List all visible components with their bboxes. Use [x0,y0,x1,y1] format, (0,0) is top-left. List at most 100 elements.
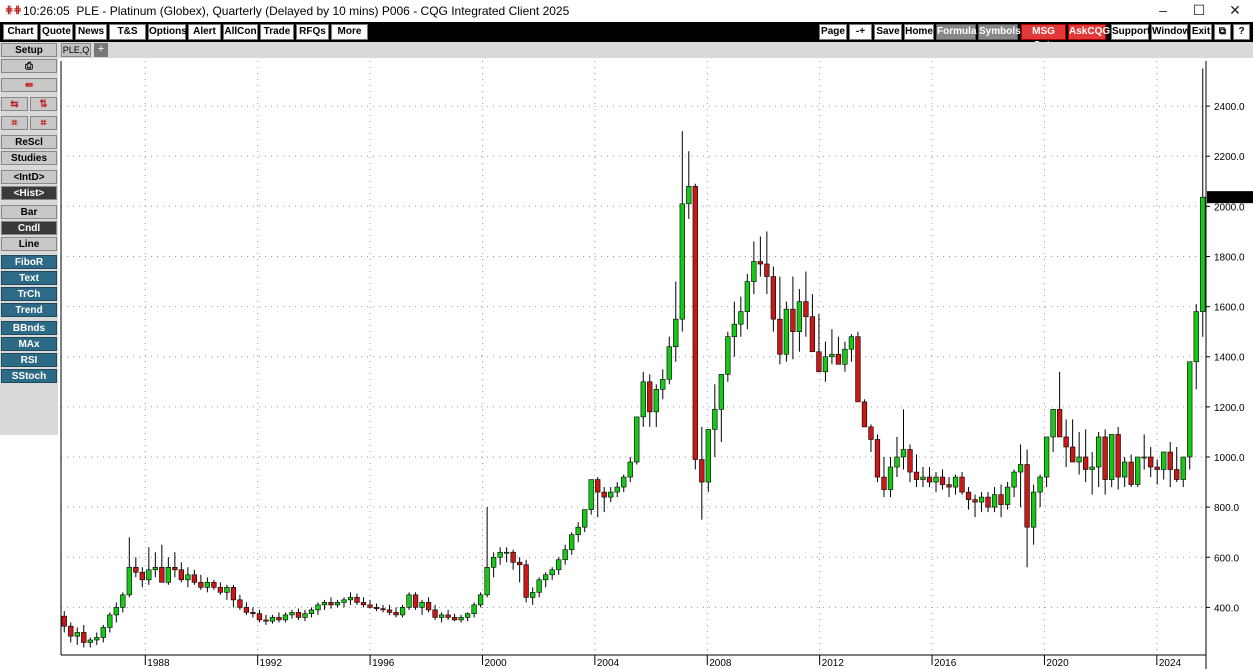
candle-body-down [256,613,263,621]
tab-ple-quarterly[interactable]: PLE,Q [61,43,91,57]
studies-button[interactable]: Studies [1,151,57,165]
setup-button[interactable]: Setup [1,43,57,57]
moving-average-button[interactable]: MAx [1,337,57,351]
last-price-marker: 2036.8 [1207,191,1253,204]
menu-alert[interactable]: Alert [188,24,221,40]
menu-window[interactable]: Window [1151,24,1190,40]
x-tick-label: 2000 [484,658,507,669]
restore-icon[interactable]: ⧉ [1214,24,1231,40]
candle-body-up [406,594,412,608]
candle-body-up [315,604,321,611]
candle-body-down [276,617,282,621]
menu-askcqg[interactable]: AskCQG [1068,24,1110,40]
candle-body-down [61,615,67,627]
menu-quote[interactable]: Quote [40,24,73,40]
candle-body-down [517,561,523,566]
candle-body-down [881,476,887,490]
candle-body-up [1141,456,1147,459]
candle-body-down [998,494,1004,505]
chart-toolbar: Setup ⎙ ⇚ ⇆ ⇅ ⌗ ⌗ ReScl Studies <IntD> <… [0,42,58,669]
candle-body-up [126,566,132,596]
candle-body-up [1050,409,1056,438]
intraday-button[interactable]: <IntD> [1,170,57,184]
candle-body-up [146,569,152,581]
candle-body-down [764,263,770,277]
horizontal-zoom-icon[interactable]: ⇆ [1,97,28,111]
maximize-button[interactable]: ☐ [1192,2,1206,18]
menu-zoom-toggle[interactable]: -+ [849,24,872,40]
add-tab-button[interactable]: + [94,43,108,57]
menu-news[interactable]: News [75,24,107,40]
historical-button[interactable]: <Hist> [1,186,57,200]
menu-more[interactable]: More [331,24,368,40]
candle-chart-button[interactable]: Cndl [1,221,57,235]
candle-body-down [601,491,607,498]
menu-support[interactable]: Support [1111,24,1150,40]
menu-formula[interactable]: Formula [936,24,976,40]
candle-body-up [490,556,497,568]
vertical-zoom-icon[interactable]: ⇅ [30,97,57,111]
line-chart-button[interactable]: Line [1,237,57,251]
chart-mode-icon[interactable]: ⇚ [1,78,57,92]
menu-rfqs[interactable]: RFQs [296,24,329,40]
y-tick-label: 1400.0 [1214,353,1245,364]
candle-body-down [946,484,952,488]
trend-line-button[interactable]: Trend [1,303,57,317]
candle-body-up [634,416,640,463]
candle-body-down [373,607,380,609]
candle-body-up [302,613,308,618]
candle-body-down [926,476,933,483]
candle-body-up [712,409,718,430]
candle-body-down [1024,464,1030,528]
slow-stochastic-button[interactable]: SStoch [1,369,57,383]
candle-body-up [269,617,276,622]
candle-body-down [1167,451,1173,470]
candle-body-up [438,614,445,618]
menu-ts[interactable]: T&S [109,24,146,40]
menu-page[interactable]: Page [819,24,847,40]
rsi-button[interactable]: RSI [1,353,57,367]
bar-chart-button[interactable]: Bar [1,205,57,219]
menu-options[interactable]: Options [148,24,187,40]
menu-chart[interactable]: Chart [3,24,38,40]
price-chart[interactable]: 400.0 600.0 800.0 1000.0 1200.0 1400.0 1600.0 1… [58,58,1253,669]
candle-body-up [1017,464,1024,473]
text-tool-button[interactable]: Text [1,271,57,285]
grid-toggle-icon[interactable]: ⌗ [1,116,28,130]
candle-body-down [198,582,204,588]
menu-allcon[interactable]: AllCon [223,24,258,40]
trend-channel-button[interactable]: TrCh [1,287,57,301]
candle-body-down [816,351,822,373]
fibonacci-tool-button[interactable]: FiboR [1,255,57,269]
rescale-button[interactable]: ReScl [1,135,57,149]
candle-body-down [959,476,965,493]
close-button[interactable]: ✕ [1229,2,1241,18]
help-icon[interactable]: ? [1233,24,1250,40]
menu-trade[interactable]: Trade [260,24,294,40]
bollinger-bands-button[interactable]: BBnds [1,321,57,335]
printer-icon[interactable]: ⎙ [1,59,57,73]
candle-body-down [159,566,165,583]
candle-body-down [243,607,250,613]
main-menubar: Chart Quote News T&S Options Alert AllCo… [0,22,1253,51]
grid-options-icon[interactable]: ⌗ [30,116,57,130]
y-tick-label: 600.0 [1214,553,1239,564]
minimize-button[interactable]: – [1159,2,1167,18]
candle-body-down [178,569,184,581]
menu-msg-cntr[interactable]: MSG Cntr [1021,24,1066,51]
menu-exit[interactable]: Exit [1190,24,1212,40]
candle-body-up [549,569,555,576]
menu-symbols[interactable]: Symbols [978,24,1021,40]
menu-home[interactable]: Home [904,24,934,40]
menu-save[interactable]: Save [874,24,902,40]
y-tick-label: 2000.0 [1214,202,1245,213]
candle-body-up [347,597,354,601]
candle-body-up [1193,311,1199,363]
candle-body-up [731,323,737,337]
candle-body-up [74,632,80,637]
candle-body-up [900,449,907,458]
candle-body-down [777,318,783,355]
candle-body-down [328,602,334,606]
candle-body-up [503,551,510,554]
candle-body-up [530,592,536,598]
